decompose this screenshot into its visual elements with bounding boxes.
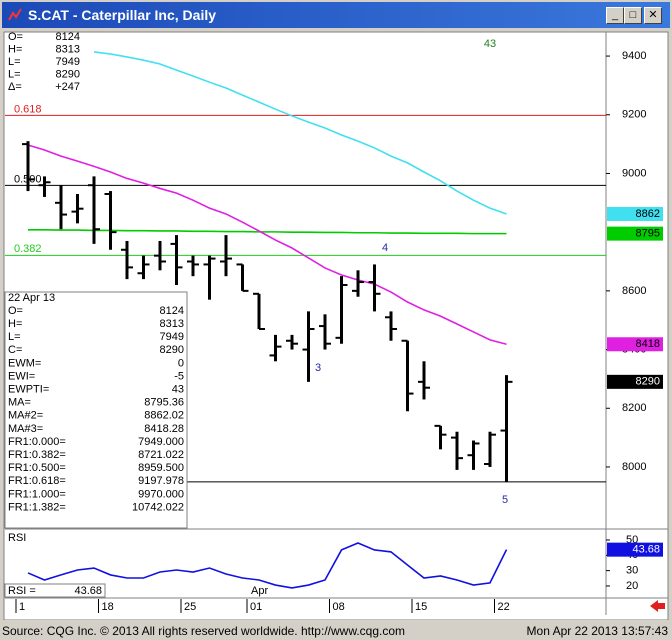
x-tick-label: 08 xyxy=(333,601,345,613)
title-bar: S.CAT - Caterpillar Inc, Daily _ □ ✕ xyxy=(0,0,672,30)
quote-value: 8290 xyxy=(56,68,80,80)
data-window-label: MA= xyxy=(8,397,31,409)
quote-value: 8124 xyxy=(56,31,80,43)
rsi-tick-label: 30 xyxy=(626,565,638,577)
x-tick-label: 22 xyxy=(498,601,510,613)
ma-tag: 8795 xyxy=(636,228,660,240)
data-window-label: L= xyxy=(8,331,21,343)
rsi-tag-bg xyxy=(607,542,663,557)
data-window-value: 7949 xyxy=(160,331,184,343)
data-window-value: 8124 xyxy=(160,305,184,317)
y-tick-label: 9000 xyxy=(622,167,646,179)
data-window-value: 8795.36 xyxy=(144,397,184,409)
fib-label: 0.618 xyxy=(14,103,42,115)
quote-label: Δ= xyxy=(8,81,22,93)
data-window-label: H= xyxy=(8,318,22,330)
count-label: 43 xyxy=(484,38,496,50)
data-window-label: MA#2= xyxy=(8,410,43,422)
rsi-line xyxy=(27,542,508,589)
data-window-value: 9970.000 xyxy=(138,488,184,500)
data-window-label: FR1:0.382= xyxy=(8,449,66,461)
rsi-readout-value: 43.68 xyxy=(74,585,102,597)
data-window-label: C= xyxy=(8,344,22,356)
data-window-value: 8721.022 xyxy=(138,449,184,461)
window-title: S.CAT - Caterpillar Inc, Daily xyxy=(28,7,217,23)
data-window-label: FR1:0.500= xyxy=(8,462,66,474)
close-tag-bg xyxy=(607,374,663,389)
moving-average xyxy=(93,51,507,215)
data-window-value: 8313 xyxy=(160,318,184,330)
data-window-label: O= xyxy=(8,305,23,317)
minimize-button[interactable]: _ xyxy=(606,7,624,24)
ma-tag: 8418 xyxy=(636,338,660,350)
quote-value: 8313 xyxy=(56,43,80,55)
x-tick-label: 18 xyxy=(102,601,114,613)
moving-average xyxy=(27,144,507,346)
ma-tag-bg xyxy=(607,337,663,352)
data-window-label: EWM= xyxy=(8,357,41,369)
data-window-label: EWPTI= xyxy=(8,384,49,396)
month-label: Apr xyxy=(251,585,268,597)
y-tick-label: 8600 xyxy=(622,285,646,297)
quote-label: O= xyxy=(8,31,23,43)
y-tick-label: 8200 xyxy=(622,402,646,414)
data-window xyxy=(4,291,188,529)
quote-label: L= xyxy=(8,68,21,80)
quote-label: H= xyxy=(8,43,22,55)
y-tick-label: 8000 xyxy=(622,461,646,473)
data-window-date: 22 Apr 13 xyxy=(8,292,55,304)
footer: Source: CQG Inc. © 2013 All rights reser… xyxy=(0,622,672,640)
rsi-label: RSI xyxy=(8,532,26,544)
data-window-value: 8862.02 xyxy=(144,410,184,422)
rsi-tick-label: 20 xyxy=(626,580,638,592)
ma-tag: 8862 xyxy=(636,208,660,220)
ma-tag-bg xyxy=(607,206,663,221)
maximize-button[interactable]: □ xyxy=(624,7,642,24)
scroll-arrow xyxy=(650,600,665,612)
close-tag: 8290 xyxy=(636,376,660,388)
quote-value: +247 xyxy=(55,81,80,93)
data-window-value: 10742.022 xyxy=(132,501,184,513)
data-window-value: 9197.978 xyxy=(138,475,184,487)
y-tick-label: 9400 xyxy=(622,50,646,62)
timestamp: Mon Apr 22 2013 13:57:43 xyxy=(526,624,668,638)
data-window-value: 43 xyxy=(172,384,184,396)
wave-label: 3 xyxy=(315,362,321,374)
data-window-label: MA#3= xyxy=(8,423,43,435)
data-window-value: -5 xyxy=(174,370,184,382)
data-window-label: FR1:0.000= xyxy=(8,436,66,448)
quote-label: L= xyxy=(8,56,21,68)
ma-tag-bg xyxy=(607,226,663,241)
data-window-value: 7949.000 xyxy=(138,436,184,448)
wave-label: 5 xyxy=(502,494,508,506)
data-window-value: 8418.28 xyxy=(144,423,184,435)
rsi-tag: 43.68 xyxy=(632,544,660,556)
chart: 9400920090008600840082008000504030200.61… xyxy=(3,31,669,620)
source-text: Source: CQG Inc. © 2013 All rights reser… xyxy=(2,624,406,638)
data-window-label: FR1:1.000= xyxy=(8,488,66,500)
quote-value: 7949 xyxy=(56,56,80,68)
rsi-readout-label: RSI = xyxy=(8,585,36,597)
y-tick-label: 9200 xyxy=(622,109,646,121)
x-tick-label: 01 xyxy=(250,601,262,613)
app-icon xyxy=(8,8,22,21)
close-button[interactable]: ✕ xyxy=(644,7,662,24)
data-window-label: FR1:1.382= xyxy=(8,501,66,513)
data-window-label: EWI= xyxy=(8,370,35,382)
x-tick-label: 25 xyxy=(184,601,196,613)
data-window-value: 0 xyxy=(178,357,184,369)
x-tick-label: 1 xyxy=(19,601,25,613)
x-tick-label: 15 xyxy=(415,601,427,613)
data-window-label: FR1:0.618= xyxy=(8,475,66,487)
wave-label: 4 xyxy=(382,242,388,254)
rsi-readout-box xyxy=(4,583,106,598)
data-window-value: 8290 xyxy=(160,344,184,356)
data-window-value: 8959.500 xyxy=(138,462,184,474)
fib-label: 0.382 xyxy=(14,243,42,255)
moving-average xyxy=(28,229,507,235)
